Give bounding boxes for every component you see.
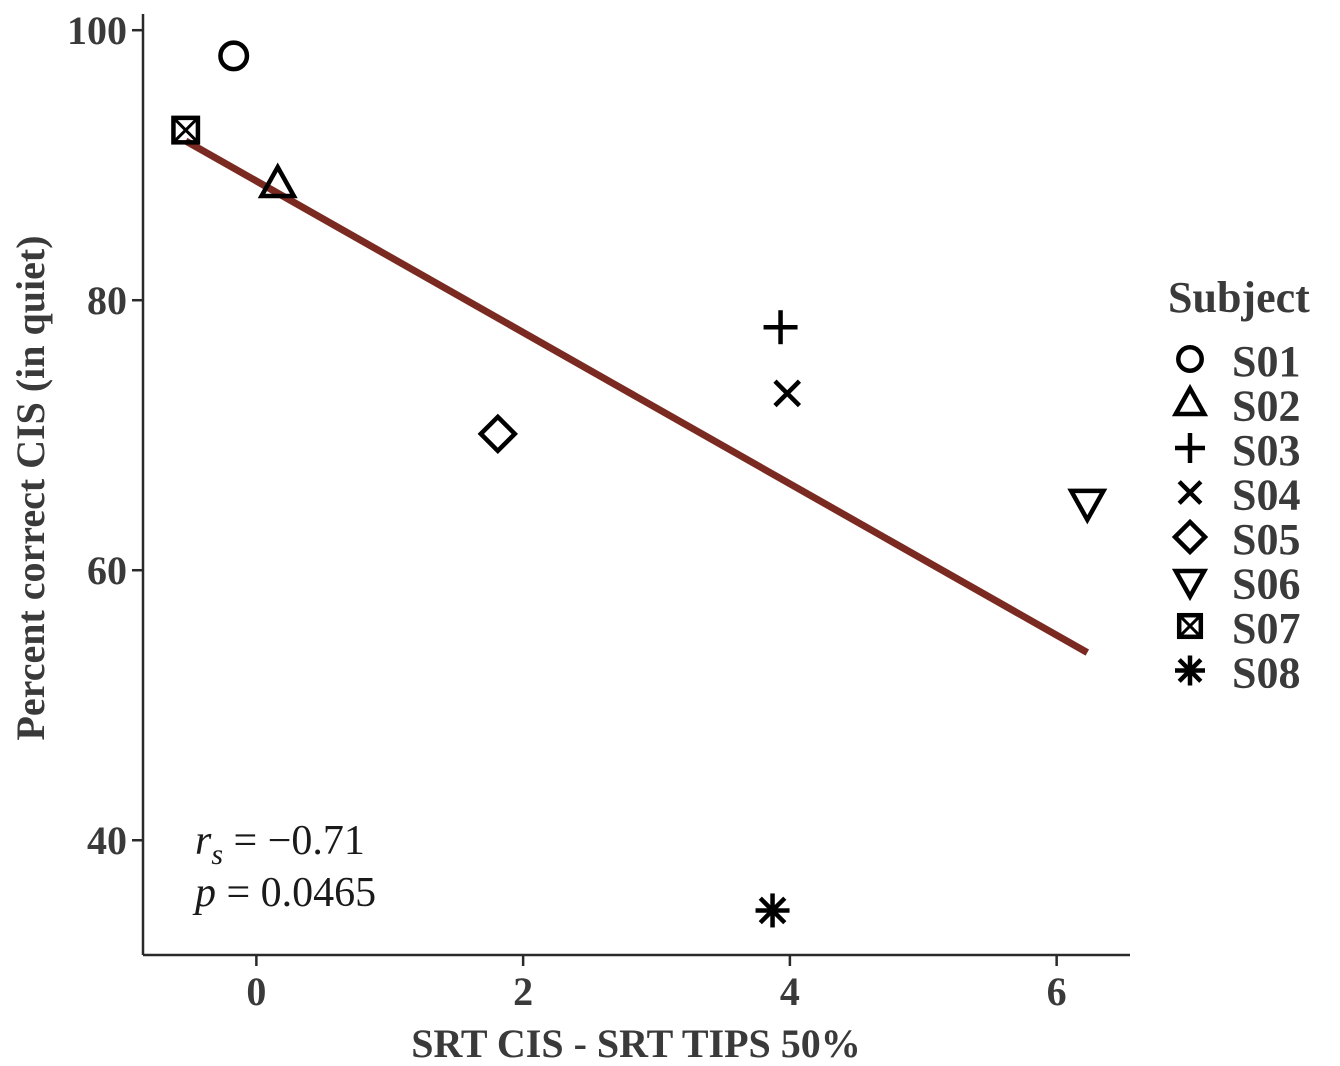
x-axis-title: SRT CIS - SRT TIPS 50%: [411, 1021, 861, 1066]
point-s08: [755, 893, 790, 928]
rs-symbol: r: [195, 818, 212, 864]
legend-marker-s01: [1176, 345, 1204, 373]
regression-line-path: [183, 137, 1090, 656]
y-tick-label: 100: [67, 8, 127, 53]
p-symbol: p: [192, 870, 216, 916]
stats-annotation: rs = −0.71 p = 0.0465: [192, 818, 376, 916]
legend-label-s07: S07: [1232, 604, 1300, 653]
legend-label-s06: S06: [1232, 560, 1300, 609]
y-tick-label: 80: [87, 278, 127, 323]
x-tick-label: 2: [513, 969, 533, 1014]
legend-marker-s02: [1171, 383, 1209, 417]
x-tick-label: 4: [780, 969, 800, 1014]
rs-subscript: s: [211, 838, 223, 871]
p-value: = 0.0465: [216, 870, 376, 916]
legend-label-s08: S08: [1232, 649, 1300, 698]
rs-value: = −0.71: [223, 818, 365, 864]
point-s06: [1067, 488, 1108, 525]
point-s07: [171, 115, 201, 145]
regression-line: [183, 137, 1090, 656]
svg-text:rs = −0.71: rs = −0.71: [195, 818, 365, 871]
x-tick-label: 6: [1047, 969, 1067, 1014]
data-points: [171, 40, 1108, 928]
legend-label-s01: S01: [1232, 337, 1300, 386]
y-tick-label: 40: [87, 818, 127, 863]
y-axis-title: Percent correct CIS (in quiet): [8, 235, 53, 740]
legend-marker-s08: [1175, 655, 1205, 686]
point-s05: [477, 413, 518, 455]
legend-label-s03: S03: [1232, 426, 1300, 475]
legend-label-s02: S02: [1232, 382, 1300, 431]
svg-text:p = 0.0465: p = 0.0465: [192, 870, 376, 916]
axes: 0 2 4 6 40 60 80 100: [67, 8, 1130, 1014]
y-tick-label: 60: [87, 548, 127, 593]
x-tick-label: 0: [246, 969, 266, 1014]
legend-marker-s06: [1171, 568, 1209, 602]
point-s03: [763, 310, 798, 345]
legend-title: Subject: [1168, 273, 1310, 322]
legend-label-s05: S05: [1232, 515, 1300, 564]
legend-marker-s07: [1176, 612, 1204, 640]
point-s04: [773, 379, 802, 408]
point-s01: [218, 40, 250, 72]
legend-marker-s04: [1177, 480, 1203, 505]
legend-marker-s05: [1171, 518, 1209, 556]
legend-marker-s03: [1175, 433, 1205, 463]
point-s02: [257, 162, 298, 199]
legend-label-s04: S04: [1232, 471, 1300, 520]
